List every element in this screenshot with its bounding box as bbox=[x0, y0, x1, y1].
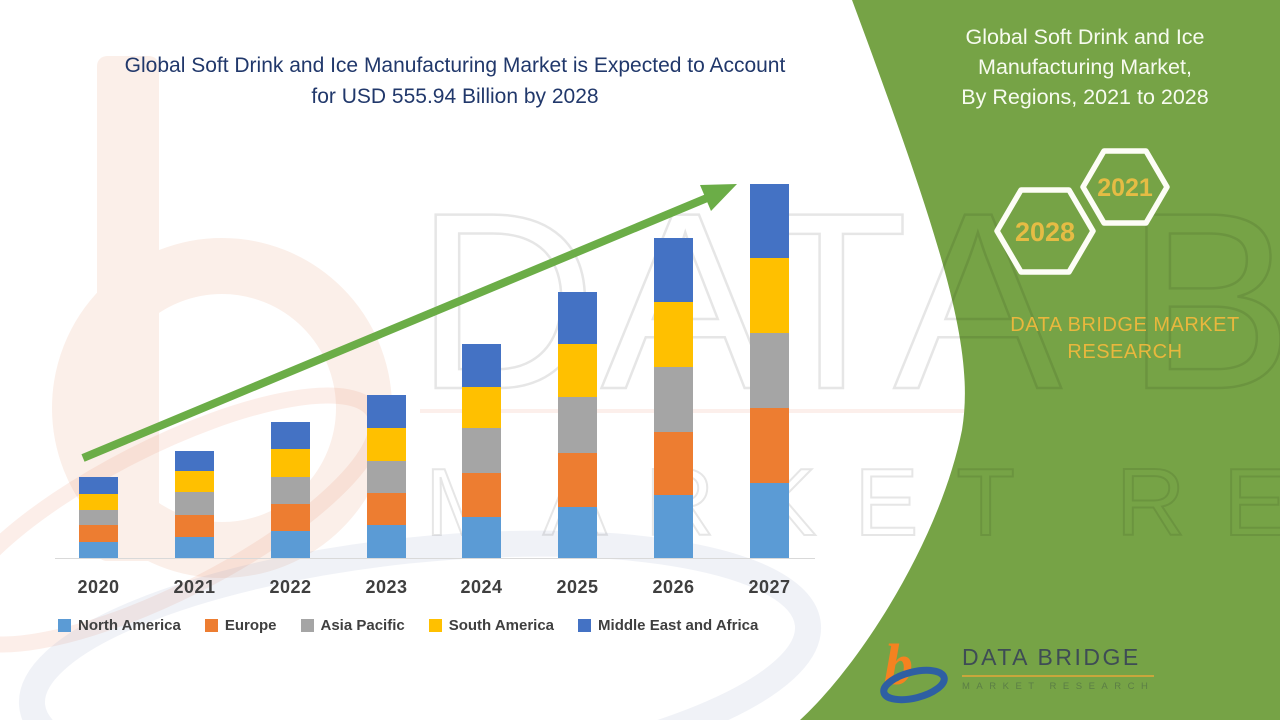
segment-asia-pacific-2026 bbox=[654, 367, 693, 432]
legend-item-north-america: North America bbox=[58, 617, 181, 634]
segment-south-america-2020 bbox=[79, 494, 118, 510]
segment-europe-2024 bbox=[462, 473, 501, 517]
x-axis-label-2023: 2023 bbox=[365, 577, 408, 597]
segment-europe-2020 bbox=[79, 525, 118, 542]
side-panel-title: Global Soft Drink and Ice Manufacturing … bbox=[905, 22, 1265, 112]
legend-label: Asia Pacific bbox=[320, 617, 405, 634]
page-title-line1: Global Soft Drink and Ice Manufacturing … bbox=[124, 54, 786, 77]
legend-label: North America bbox=[78, 617, 181, 634]
side-panel-title-line3: By Regions, 2021 to 2028 bbox=[961, 85, 1209, 109]
legend-swatch-icon bbox=[58, 619, 71, 632]
bar-2023 bbox=[367, 395, 406, 558]
legend-item-middle-east-and-africa: Middle East and Africa bbox=[578, 617, 758, 634]
legend-swatch-icon bbox=[428, 619, 442, 632]
segment-middle-east-and-africa-2020 bbox=[79, 477, 118, 494]
segment-asia-pacific-2021 bbox=[175, 492, 214, 515]
segment-europe-2023 bbox=[367, 493, 406, 525]
legend-label: South America bbox=[448, 617, 555, 634]
segment-asia-pacific-2022 bbox=[271, 477, 310, 504]
side-panel-title-line1: Global Soft Drink and Ice bbox=[965, 25, 1205, 49]
segment-south-america-2023 bbox=[367, 428, 406, 461]
legend-swatch-icon bbox=[578, 619, 592, 632]
segment-south-america-2024 bbox=[462, 387, 501, 428]
segment-europe-2022 bbox=[271, 504, 310, 531]
legend-item-asia-pacific: Asia Pacific bbox=[300, 617, 405, 634]
data-bridge-b-logo-icon: b bbox=[880, 632, 948, 704]
x-axis-line bbox=[55, 558, 815, 559]
x-axis-label-2025: 2025 bbox=[556, 577, 599, 597]
chart-legend: North America Europe Asia Pacific South Ame… bbox=[58, 617, 758, 634]
segment-north-america-2025 bbox=[558, 507, 597, 558]
watermark-line2: MARKET RESEARCH bbox=[425, 449, 1280, 556]
segment-north-america-2021 bbox=[175, 537, 214, 558]
segment-north-america-2020 bbox=[79, 542, 118, 558]
bar-2027 bbox=[750, 184, 789, 558]
footer-logo-subtitle: MARKET RESEARCH bbox=[962, 681, 1155, 692]
segment-middle-east-and-africa-2025 bbox=[558, 292, 597, 344]
segment-europe-2027 bbox=[750, 408, 789, 483]
footer-logo: b DATA BRIDGE MARKET RESEARCH bbox=[878, 632, 1155, 704]
side-panel-title-line2: Manufacturing Market, bbox=[978, 55, 1192, 79]
segment-middle-east-and-africa-2023 bbox=[367, 395, 406, 428]
segment-south-america-2025 bbox=[558, 344, 597, 397]
bar-2022 bbox=[271, 422, 310, 558]
segment-middle-east-and-africa-2026 bbox=[654, 238, 693, 302]
brand-name-line2: RESEARCH bbox=[1067, 341, 1183, 363]
x-axis-label-2022: 2022 bbox=[269, 577, 312, 597]
footer-logo-name: DATA BRIDGE bbox=[962, 644, 1155, 677]
segment-europe-2026 bbox=[654, 432, 693, 495]
segment-europe-2021 bbox=[175, 515, 214, 537]
watermark-line1: DATA BRIDGE bbox=[415, 161, 1280, 442]
x-axis-label-2021: 2021 bbox=[173, 577, 216, 597]
segment-south-america-2027 bbox=[750, 258, 789, 333]
segment-asia-pacific-2020 bbox=[79, 510, 118, 525]
segment-middle-east-and-africa-2024 bbox=[462, 344, 501, 387]
legend-label: Middle East and Africa bbox=[598, 617, 759, 634]
segment-north-america-2023 bbox=[367, 525, 406, 558]
legend-swatch-icon bbox=[204, 619, 218, 632]
segment-south-america-2022 bbox=[271, 449, 310, 477]
x-axis-label-2020: 2020 bbox=[77, 577, 120, 597]
segment-north-america-2024 bbox=[462, 517, 501, 558]
segment-asia-pacific-2023 bbox=[367, 461, 406, 493]
x-axis-label-2024: 2024 bbox=[460, 577, 503, 597]
segment-middle-east-and-africa-2027 bbox=[750, 184, 789, 258]
segment-middle-east-and-africa-2021 bbox=[175, 451, 214, 471]
bar-2025 bbox=[558, 292, 597, 558]
segment-south-america-2021 bbox=[175, 471, 214, 492]
legend-item-europe: Europe bbox=[204, 617, 277, 634]
segment-asia-pacific-2027 bbox=[750, 333, 789, 408]
segment-middle-east-and-africa-2022 bbox=[271, 422, 310, 449]
x-axis-label-2027: 2027 bbox=[748, 577, 791, 597]
segment-north-america-2022 bbox=[271, 531, 310, 558]
page-title-line2: for USD 555.94 Billion by 2028 bbox=[311, 85, 599, 108]
legend-swatch-icon bbox=[300, 619, 314, 632]
segment-south-america-2026 bbox=[654, 302, 693, 367]
bar-2024 bbox=[462, 344, 501, 558]
brand-name-text: DATA BRIDGE MARKET RESEARCH bbox=[960, 312, 1280, 366]
segment-north-america-2026 bbox=[654, 495, 693, 558]
segment-asia-pacific-2025 bbox=[558, 397, 597, 453]
x-axis-label-2026: 2026 bbox=[652, 577, 695, 597]
segment-north-america-2027 bbox=[750, 483, 789, 558]
bar-2021 bbox=[175, 451, 214, 558]
legend-label: Europe bbox=[224, 617, 277, 634]
segment-asia-pacific-2024 bbox=[462, 428, 501, 473]
segment-europe-2025 bbox=[558, 453, 597, 507]
page-title: Global Soft Drink and Ice Manufacturing … bbox=[55, 50, 855, 112]
legend-item-south-america: South America bbox=[428, 617, 555, 634]
brand-name-line1: DATA BRIDGE MARKET bbox=[1010, 314, 1240, 336]
bar-2020 bbox=[79, 477, 118, 558]
bar-2026 bbox=[654, 238, 693, 558]
